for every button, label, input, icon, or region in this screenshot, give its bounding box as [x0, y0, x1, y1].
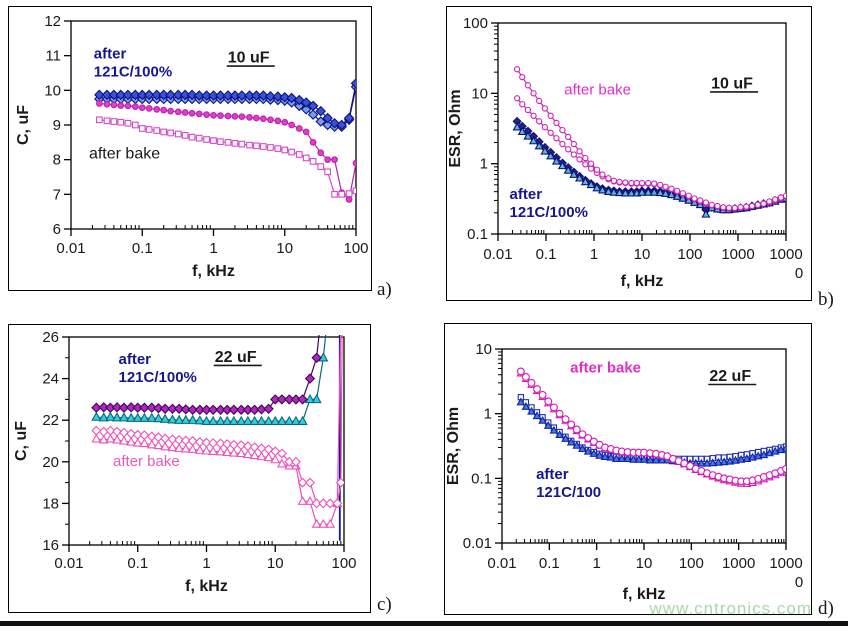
svg-text:1000: 1000: [721, 246, 754, 263]
svg-text:after: after: [94, 45, 127, 62]
svg-text:1: 1: [480, 156, 488, 173]
svg-text:0.01: 0.01: [56, 240, 85, 257]
svg-text:10: 10: [267, 555, 284, 572]
svg-text:1000: 1000: [722, 555, 755, 572]
svg-text:f, kHz: f, kHz: [623, 586, 666, 603]
svg-text:10 uF: 10 uF: [228, 50, 270, 67]
svg-text:f, kHz: f, kHz: [192, 263, 235, 280]
svg-text:0.1: 0.1: [467, 226, 488, 243]
svg-text:1: 1: [590, 246, 598, 263]
chart-panel-capacitance-10uF: 0.01 0.1 1 10 100 6 7 8 9 10 11 12 f, kHz C, uF 10 uF a…: [8, 6, 372, 291]
svg-text:ESR, Ohm: ESR, Ohm: [447, 89, 464, 167]
svg-text:f, kHz: f, kHz: [185, 578, 228, 595]
svg-text:121C/100: 121C/100: [536, 484, 601, 501]
svg-text:ESR, Ohm: ESR, Ohm: [445, 407, 462, 485]
svg-text:10: 10: [44, 82, 61, 99]
chart-esr-10uF-canvas: 0.01 0.1 1 10 100 1000 1000 0 0.1 1 10 100 f, kHz ESR…: [447, 15, 803, 290]
svg-text:10: 10: [475, 341, 492, 358]
svg-text:0.01: 0.01: [483, 246, 512, 263]
svg-text:1: 1: [202, 555, 210, 572]
svg-text:8: 8: [53, 152, 61, 169]
chart-panel-esr-10uF: 0.01 0.1 1 10 100 1000 1000 0 0.1 1 10 100 f, kHz ESR…: [446, 6, 812, 301]
svg-text:11: 11: [45, 48, 61, 65]
chart-panel-capacitance-22uF: 0.01 0.1 1 10 100 16 18 20 22 24 26 f, kHz C, uF 22 u…: [8, 324, 371, 613]
svg-text:121C/100%: 121C/100%: [94, 63, 172, 80]
svg-text:0.1: 0.1: [471, 470, 492, 487]
svg-text:0.01: 0.01: [54, 555, 83, 572]
svg-text:121C/100%: 121C/100%: [119, 369, 197, 386]
svg-text:12: 12: [44, 13, 61, 30]
svg-text:1: 1: [209, 240, 217, 257]
chart-capacitance-10uF-canvas: 0.01 0.1 1 10 100 6 7 8 9 10 11 12 f, kHz C, uF 10 uF a…: [15, 13, 369, 280]
svg-text:after bake: after bake: [113, 453, 180, 470]
svg-text:1000: 1000: [769, 246, 802, 263]
svg-text:20: 20: [42, 454, 59, 471]
svg-text:100: 100: [343, 240, 368, 257]
svg-text:10: 10: [636, 555, 653, 572]
watermark-text: www.cntronics.com: [649, 599, 812, 618]
svg-text:24: 24: [42, 371, 59, 388]
svg-text:100: 100: [331, 555, 356, 572]
bottom-divider-bar: [0, 621, 848, 626]
svg-text:100: 100: [679, 555, 704, 572]
svg-text:0: 0: [795, 265, 803, 282]
svg-text:22 uF: 22 uF: [709, 368, 751, 385]
svg-text:10: 10: [634, 246, 651, 263]
svg-text:after: after: [536, 466, 569, 483]
svg-text:C, uF: C, uF: [15, 105, 32, 145]
svg-text:100: 100: [677, 246, 702, 263]
svg-text:0.01: 0.01: [463, 535, 492, 552]
svg-text:0.1: 0.1: [127, 555, 148, 572]
svg-text:16: 16: [42, 537, 59, 554]
svg-text:1000: 1000: [769, 555, 802, 572]
svg-text:C, uF: C, uF: [13, 421, 30, 461]
svg-text:0.1: 0.1: [132, 240, 153, 257]
svg-text:0.1: 0.1: [539, 555, 560, 572]
svg-text:121C/100%: 121C/100%: [510, 204, 588, 221]
svg-text:after: after: [510, 186, 543, 203]
svg-text:26: 26: [42, 329, 59, 346]
svg-text:after: after: [119, 351, 152, 368]
chart-capacitance-22uF-canvas: 0.01 0.1 1 10 100 16 18 20 22 24 26 f, kHz C, uF 22 u…: [13, 329, 357, 595]
svg-text:1: 1: [484, 406, 492, 423]
svg-text:18: 18: [42, 495, 59, 512]
svg-text:1: 1: [592, 555, 600, 572]
svg-text:7: 7: [53, 186, 61, 203]
svg-text:f, kHz: f, kHz: [621, 273, 664, 290]
chart-panel-esr-22uF: 0.01 0.1 1 10 100 1000 1000 0 0.01 0.1 1 10 f, kHz ES…: [444, 323, 812, 615]
svg-text:0.01: 0.01: [487, 555, 516, 572]
subfigure-label-b: b): [818, 289, 834, 310]
svg-text:after bake: after bake: [89, 145, 160, 162]
svg-text:22 uF: 22 uF: [215, 349, 257, 366]
svg-text:6: 6: [53, 221, 61, 238]
svg-text:after bake: after bake: [570, 359, 641, 376]
svg-text:22: 22: [42, 412, 59, 429]
svg-text:0.1: 0.1: [536, 246, 557, 263]
svg-text:10: 10: [471, 85, 488, 102]
chart-esr-22uF-canvas: 0.01 0.1 1 10 100 1000 1000 0 0.01 0.1 1 10 f, kHz ES…: [445, 341, 803, 603]
subfigure-label-d: d): [818, 598, 834, 619]
subfigure-label-c: c): [377, 594, 392, 615]
svg-text:10: 10: [276, 240, 293, 257]
svg-text:100: 100: [463, 15, 488, 32]
svg-text:10 uF: 10 uF: [711, 75, 753, 92]
svg-text:9: 9: [53, 117, 61, 134]
subfigure-label-a: a): [377, 279, 392, 300]
svg-text:after bake: after bake: [564, 82, 631, 99]
svg-text:0: 0: [795, 574, 803, 591]
